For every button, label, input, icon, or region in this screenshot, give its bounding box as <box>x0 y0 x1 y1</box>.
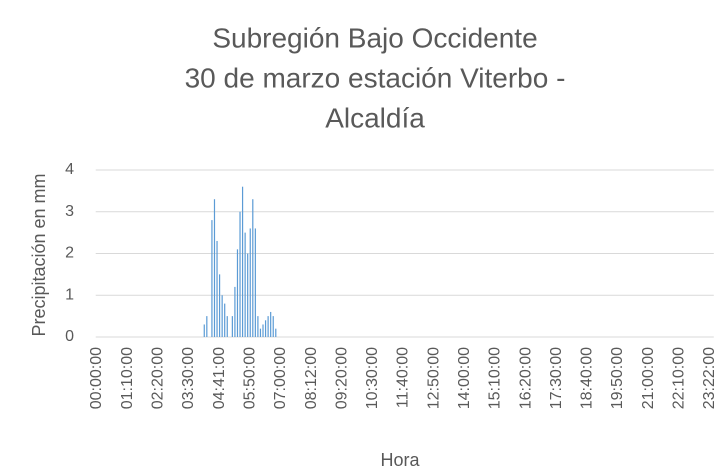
bar <box>262 324 264 337</box>
y-tick-label: 0 <box>65 328 74 345</box>
bar <box>267 316 269 337</box>
bar <box>241 186 244 337</box>
x-tick-label: 21:00:00 <box>640 347 657 409</box>
x-axis-label: Hora <box>380 450 420 470</box>
bar <box>231 316 233 337</box>
x-tick-label: 12:50:00 <box>425 347 442 409</box>
bar <box>252 199 254 337</box>
x-tick-label: 11:40:00 <box>395 347 412 408</box>
x-tick-label: 19:50:00 <box>609 347 626 409</box>
x-tick-label: 16:20:00 <box>517 347 534 409</box>
bar <box>272 316 274 337</box>
bar <box>257 316 259 337</box>
x-tick-label: 18:40:00 <box>579 347 596 409</box>
y-tick-label: 2 <box>65 245 74 262</box>
bar <box>203 324 205 337</box>
bar <box>275 328 277 337</box>
y-axis-label: Precipitación en mm <box>29 173 49 336</box>
bar <box>221 295 223 337</box>
bar <box>244 232 246 337</box>
bar <box>239 211 241 337</box>
bar <box>206 316 208 337</box>
y-tick-label: 4 <box>65 161 74 178</box>
bar <box>216 240 218 337</box>
bar <box>213 199 216 337</box>
x-tick-label: 03:30:00 <box>180 347 197 409</box>
chart-title: Alcaldía <box>325 102 425 133</box>
y-tick-label: 1 <box>65 286 74 303</box>
x-tick-label: 14:00:00 <box>456 347 473 409</box>
chart-title: Subregión Bajo Occidente <box>212 22 537 53</box>
bar <box>234 286 236 337</box>
bar <box>264 320 267 337</box>
bar <box>236 249 239 337</box>
x-tick-label: 01:10:00 <box>119 347 136 409</box>
chart-title: 30 de marzo estación Viterbo - <box>185 62 566 93</box>
x-tick-label: 10:30:00 <box>364 347 381 409</box>
x-tick-label: 23:22:00 <box>701 347 718 409</box>
bar <box>249 228 251 337</box>
bar <box>254 228 256 337</box>
x-tick-label: 17:30:00 <box>548 347 565 409</box>
x-tick-label: 00:00:00 <box>88 347 105 409</box>
x-tick-label: 07:00:00 <box>272 347 289 409</box>
bar <box>211 220 213 337</box>
bar <box>226 316 228 337</box>
x-tick-label: 02:20:00 <box>150 347 167 409</box>
bar <box>224 303 226 337</box>
x-tick-label: 22:10:00 <box>671 347 688 409</box>
x-tick-label: 08:12:00 <box>303 347 320 409</box>
x-tick-label: 09:20:00 <box>333 347 350 409</box>
y-tick-label: 3 <box>65 203 74 220</box>
bar <box>247 253 249 337</box>
bar <box>270 311 272 337</box>
bar <box>259 328 262 337</box>
x-tick-label: 04:41:00 <box>211 347 228 409</box>
x-tick-label: 15:10:00 <box>487 347 504 409</box>
bar <box>218 274 221 337</box>
x-tick-label: 05:50:00 <box>241 347 258 409</box>
